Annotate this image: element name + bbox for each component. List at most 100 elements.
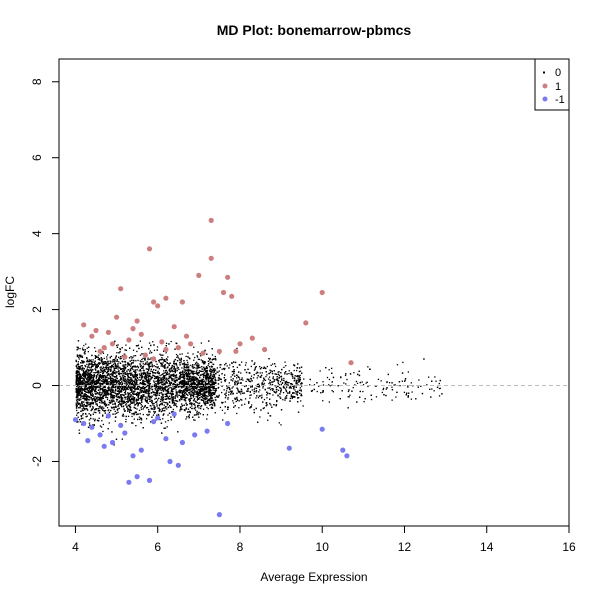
point-0 — [101, 420, 103, 422]
point-0 — [179, 359, 181, 361]
point-0 — [407, 386, 409, 388]
point-0 — [156, 380, 158, 382]
point-0 — [269, 393, 271, 395]
point-0 — [81, 369, 83, 371]
point-0 — [88, 380, 90, 382]
point-0 — [266, 374, 268, 376]
point-0 — [211, 403, 213, 405]
point-0 — [178, 381, 180, 383]
point-0 — [232, 400, 234, 402]
point-0 — [206, 402, 208, 404]
point-0 — [183, 364, 185, 366]
point-0 — [190, 381, 192, 383]
point-0 — [95, 408, 97, 411]
point-0 — [194, 389, 196, 392]
point-0 — [291, 374, 293, 376]
point-0 — [170, 416, 172, 418]
point-0 — [231, 387, 233, 389]
point-0 — [94, 357, 96, 359]
point-0 — [202, 373, 204, 375]
point-0 — [138, 394, 140, 396]
point-0 — [143, 394, 145, 396]
point-0 — [218, 396, 220, 398]
point-0 — [218, 370, 220, 372]
point-0 — [158, 410, 160, 412]
point-0 — [120, 395, 122, 397]
point-0 — [134, 374, 137, 376]
point-0 — [236, 382, 239, 384]
point-0 — [280, 390, 282, 392]
point-0 — [136, 391, 139, 394]
point-0 — [76, 355, 79, 357]
point-0 — [156, 383, 159, 385]
point-0 — [239, 391, 241, 394]
point-0 — [97, 370, 100, 372]
point-0 — [331, 367, 333, 369]
point-0 — [285, 388, 287, 390]
point-0 — [139, 413, 141, 415]
point-0 — [111, 374, 113, 376]
point-0 — [278, 371, 280, 373]
point-0 — [134, 372, 136, 374]
point-0 — [158, 382, 161, 384]
point-0 — [95, 350, 97, 352]
point-0 — [170, 406, 172, 408]
point-0 — [236, 392, 238, 394]
point-0 — [118, 402, 121, 404]
point-0 — [354, 384, 356, 386]
point-0 — [140, 378, 142, 380]
point-0 — [160, 382, 163, 384]
point-0 — [207, 387, 209, 389]
point-0 — [110, 389, 112, 391]
point-0 — [345, 383, 347, 385]
point-0 — [98, 377, 100, 379]
point-0 — [186, 390, 188, 392]
point-0 — [251, 389, 253, 391]
point-0 — [399, 385, 401, 387]
point-0 — [171, 397, 173, 399]
point-0 — [180, 373, 182, 376]
point-0 — [227, 386, 229, 388]
point-0 — [78, 369, 80, 371]
point-0 — [139, 418, 141, 421]
point-0 — [292, 373, 294, 375]
point-0 — [348, 396, 350, 398]
point-0 — [175, 374, 178, 376]
point-0 — [258, 386, 261, 388]
point-0 — [129, 387, 131, 389]
point-0 — [86, 357, 88, 360]
point-0 — [165, 381, 167, 383]
point-0 — [144, 376, 146, 378]
point-0 — [155, 380, 157, 383]
point-0 — [190, 393, 192, 395]
point-0 — [131, 398, 133, 400]
point-0 — [209, 390, 211, 392]
point-0 — [142, 388, 145, 390]
point-0 — [110, 370, 112, 372]
point-0 — [244, 398, 247, 400]
point-0 — [144, 363, 146, 366]
point-0 — [167, 367, 169, 369]
point-0 — [116, 344, 118, 347]
point-0 — [92, 375, 94, 377]
point-0 — [201, 396, 204, 399]
point-0 — [148, 383, 151, 385]
point-0 — [104, 376, 107, 379]
point-0 — [85, 391, 87, 393]
point-0 — [125, 344, 127, 346]
point-0 — [169, 368, 171, 370]
point-0 — [259, 395, 261, 397]
point-0 — [105, 362, 107, 364]
point-0 — [300, 400, 302, 402]
point-0 — [142, 366, 144, 368]
point-0 — [111, 371, 114, 373]
point-0 — [138, 392, 140, 394]
point-0 — [362, 384, 365, 386]
point-0 — [181, 405, 183, 407]
point-0 — [254, 368, 256, 370]
point-0 — [156, 346, 159, 348]
point-0 — [216, 396, 218, 398]
point-0 — [137, 386, 139, 388]
point-0 — [161, 384, 163, 386]
point-0 — [253, 392, 255, 395]
